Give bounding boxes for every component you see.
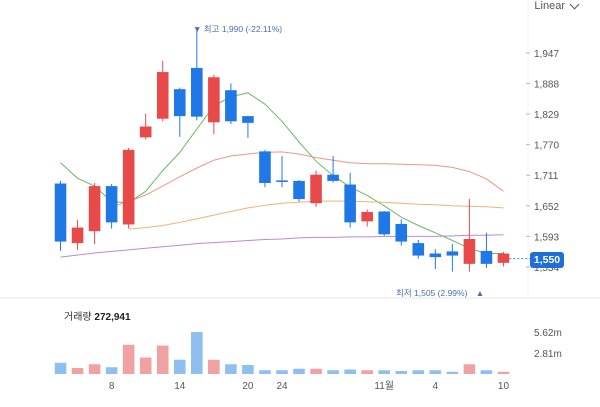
high-label: 최고: [203, 24, 220, 34]
candle-body: [71, 227, 84, 244]
volume-bar: [139, 357, 152, 374]
x-tick-label: 11월: [374, 380, 394, 392]
volume-bar: [225, 364, 237, 374]
volume-bar: [327, 370, 339, 374]
candle-body: [293, 180, 305, 200]
x-tick-label: 14: [174, 381, 186, 392]
volume-bar: [293, 368, 305, 374]
candle-body: [378, 211, 391, 235]
candle-body: [54, 183, 67, 242]
volume-bar: [191, 332, 203, 374]
current-price-badge: 1,550: [530, 252, 564, 268]
candle-body: [88, 186, 101, 232]
volume-bar: [497, 371, 510, 374]
candle-body: [310, 174, 322, 204]
moving-average-ma120: [60, 234, 504, 258]
volume-bar: [276, 370, 288, 374]
candle-body: [105, 186, 118, 223]
volume-bar: [173, 359, 186, 374]
volume-bar: [378, 370, 391, 374]
candle-body: [242, 116, 254, 123]
candle-body: [208, 77, 220, 123]
price-tick-label: 1,652: [534, 202, 559, 213]
high-annotation: ▼ 최고 1,990 (-22.11%): [193, 23, 282, 35]
high-value: 1,990 (-22.11%): [221, 24, 283, 34]
candle-body: [122, 149, 135, 225]
volume-value: 272,941: [94, 312, 131, 323]
price-tick-label: 1,770: [534, 141, 559, 152]
volume-bar: [88, 364, 101, 374]
price-tick-label: 1,888: [534, 79, 559, 90]
x-tick-label: 8: [109, 381, 115, 392]
price-tick-label: 1,534: [534, 263, 559, 274]
candle-body: [259, 151, 271, 183]
x-tick-label: 4: [433, 381, 439, 392]
candle-body: [429, 253, 442, 258]
volume-tick-label: 2.81m: [534, 349, 562, 360]
candle-body: [156, 72, 169, 119]
down-triangle-icon: ▼: [193, 24, 202, 34]
volume-bar: [480, 370, 493, 374]
candle-body: [497, 253, 510, 263]
volume-bar: [259, 370, 271, 374]
volume-bar: [71, 368, 84, 374]
candle-body: [327, 174, 339, 181]
volume-bar: [395, 371, 408, 374]
candle-body: [463, 238, 476, 264]
x-tick-label: 10: [498, 381, 510, 392]
candle-body: [446, 251, 459, 256]
x-tick-label: 24: [276, 381, 288, 392]
volume-bar: [429, 370, 442, 374]
candle-body: [276, 180, 288, 182]
candle-body: [412, 243, 425, 256]
volume-bar: [122, 344, 135, 374]
volume-bar: [463, 364, 476, 374]
moving-average-ma20: [111, 151, 504, 208]
price-tick-label: 1,947: [534, 49, 559, 60]
volume-bar: [105, 367, 118, 374]
candle-body: [361, 212, 373, 222]
candle-body: [139, 126, 152, 138]
price-tick-label: 1,593: [534, 232, 559, 243]
volume-tick-label: 5.62m: [534, 328, 562, 339]
low-annotation: 최저 1,505 (2.99%) ▲: [396, 287, 484, 299]
candle-body: [480, 250, 493, 264]
candle-body: [173, 89, 186, 117]
low-label: 최저: [396, 288, 412, 298]
candle-body: [395, 223, 408, 242]
low-value: 1,505 (2.99%): [414, 288, 468, 298]
x-tick-label: 20: [242, 381, 254, 392]
price-tick-label: 1,711: [534, 171, 559, 182]
volume-bar: [54, 362, 67, 374]
volume-label: 거래량: [64, 312, 92, 323]
volume-bar: [446, 371, 459, 374]
volume-bar: [344, 369, 356, 374]
volume-bar: [156, 345, 169, 374]
candle-body: [191, 67, 203, 117]
scale-dropdown[interactable]: Linear: [534, 0, 580, 12]
chevron-down-icon: [569, 0, 580, 10]
volume-bar: [208, 359, 220, 374]
volume-summary: 거래량 272,941: [64, 308, 131, 323]
volume-bar: [412, 370, 425, 374]
volume-bar: [361, 370, 373, 374]
scale-label: Linear: [534, 0, 565, 12]
price-tick-label: 1,829: [534, 110, 559, 121]
volume-bar: [242, 365, 254, 374]
volume-bar: [310, 368, 322, 374]
candle-body: [225, 90, 237, 122]
candle-body: [344, 184, 356, 223]
up-triangle-icon: ▲: [475, 288, 485, 298]
